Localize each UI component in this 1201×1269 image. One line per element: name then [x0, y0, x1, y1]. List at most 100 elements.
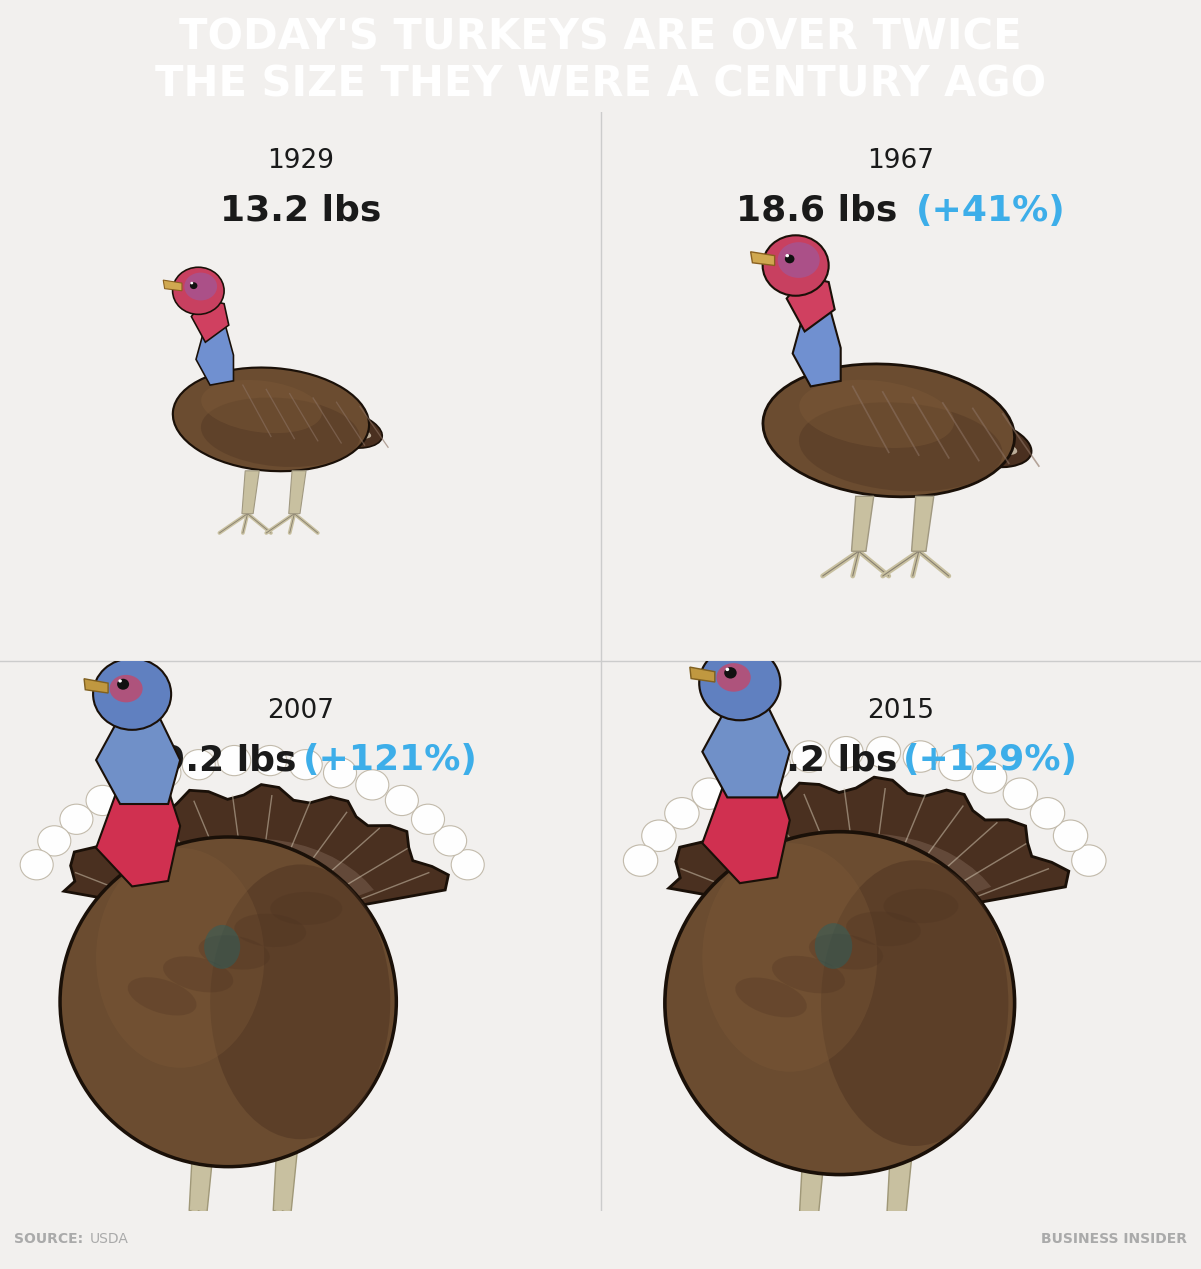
- Text: TODAY'S TURKEYS ARE OVER TWICE: TODAY'S TURKEYS ARE OVER TWICE: [179, 16, 1022, 58]
- Ellipse shape: [716, 664, 751, 692]
- Ellipse shape: [973, 761, 1006, 793]
- Polygon shape: [787, 277, 835, 331]
- Text: 1929: 1929: [267, 148, 334, 174]
- Ellipse shape: [386, 786, 418, 816]
- Ellipse shape: [1071, 845, 1106, 877]
- Circle shape: [785, 254, 789, 258]
- Ellipse shape: [86, 786, 119, 816]
- Ellipse shape: [323, 758, 357, 788]
- Text: 29.2 lbs: 29.2 lbs: [136, 744, 297, 777]
- Text: USDA: USDA: [90, 1232, 129, 1246]
- Ellipse shape: [763, 364, 1015, 497]
- Ellipse shape: [127, 977, 197, 1015]
- Ellipse shape: [234, 914, 306, 947]
- Ellipse shape: [866, 736, 901, 768]
- Text: 2015: 2015: [867, 698, 934, 723]
- Text: 2007: 2007: [267, 698, 334, 723]
- Polygon shape: [703, 763, 790, 883]
- Ellipse shape: [253, 745, 287, 775]
- Ellipse shape: [201, 379, 322, 433]
- Polygon shape: [751, 251, 775, 265]
- Polygon shape: [196, 321, 233, 385]
- Ellipse shape: [692, 778, 727, 810]
- Text: 30.2 lbs: 30.2 lbs: [736, 744, 897, 777]
- Circle shape: [763, 235, 829, 296]
- Polygon shape: [799, 1141, 826, 1221]
- Ellipse shape: [665, 831, 1015, 1175]
- Text: (+41%): (+41%): [916, 194, 1065, 227]
- Ellipse shape: [20, 850, 53, 879]
- Ellipse shape: [829, 736, 864, 768]
- Circle shape: [699, 646, 781, 721]
- Circle shape: [724, 667, 736, 679]
- Ellipse shape: [809, 934, 883, 970]
- Ellipse shape: [735, 977, 807, 1018]
- Ellipse shape: [340, 426, 371, 439]
- Ellipse shape: [723, 761, 757, 793]
- Ellipse shape: [757, 749, 790, 780]
- Ellipse shape: [148, 758, 181, 788]
- Ellipse shape: [623, 845, 658, 877]
- Ellipse shape: [1053, 820, 1088, 851]
- Circle shape: [725, 667, 729, 671]
- Ellipse shape: [412, 805, 444, 835]
- Ellipse shape: [799, 402, 1003, 491]
- Ellipse shape: [846, 911, 921, 947]
- Ellipse shape: [778, 242, 819, 278]
- Ellipse shape: [210, 864, 390, 1140]
- Circle shape: [190, 282, 197, 289]
- Ellipse shape: [198, 935, 270, 970]
- Ellipse shape: [791, 741, 826, 773]
- Polygon shape: [689, 667, 715, 681]
- Ellipse shape: [452, 850, 484, 879]
- Ellipse shape: [976, 439, 1017, 456]
- Polygon shape: [669, 777, 1069, 923]
- Circle shape: [118, 679, 123, 683]
- Polygon shape: [703, 700, 790, 797]
- Circle shape: [173, 268, 225, 315]
- Polygon shape: [64, 784, 448, 925]
- Ellipse shape: [163, 957, 233, 992]
- Polygon shape: [288, 471, 306, 514]
- Text: 1967: 1967: [867, 148, 934, 174]
- Polygon shape: [96, 711, 180, 805]
- Ellipse shape: [821, 860, 1009, 1146]
- Polygon shape: [191, 299, 228, 343]
- Ellipse shape: [60, 805, 92, 835]
- Ellipse shape: [926, 415, 1032, 467]
- Polygon shape: [852, 496, 874, 551]
- Polygon shape: [84, 679, 108, 693]
- Text: SOURCE:: SOURCE:: [14, 1232, 84, 1246]
- Text: THE SIZE THEY WERE A CENTURY AGO: THE SIZE THEY WERE A CENTURY AGO: [155, 63, 1046, 105]
- Ellipse shape: [289, 750, 322, 780]
- Ellipse shape: [664, 798, 699, 829]
- Ellipse shape: [641, 820, 676, 851]
- Ellipse shape: [201, 397, 360, 467]
- Ellipse shape: [217, 745, 251, 775]
- Polygon shape: [793, 305, 841, 386]
- Text: BUSINESS INSIDER: BUSINESS INSIDER: [1040, 1232, 1187, 1246]
- Text: (+121%): (+121%): [303, 744, 478, 777]
- Ellipse shape: [109, 675, 143, 702]
- Ellipse shape: [173, 368, 369, 471]
- Polygon shape: [739, 834, 991, 934]
- Text: 18.6 lbs: 18.6 lbs: [736, 194, 897, 227]
- Ellipse shape: [184, 273, 217, 301]
- Polygon shape: [131, 839, 374, 937]
- Polygon shape: [886, 1141, 914, 1221]
- Ellipse shape: [355, 770, 389, 799]
- Ellipse shape: [799, 379, 955, 448]
- Polygon shape: [96, 772, 180, 887]
- Ellipse shape: [903, 741, 938, 773]
- Polygon shape: [273, 1133, 299, 1211]
- Ellipse shape: [703, 843, 877, 1072]
- Ellipse shape: [884, 888, 958, 923]
- Circle shape: [191, 282, 193, 284]
- Ellipse shape: [772, 956, 846, 994]
- Ellipse shape: [115, 770, 149, 799]
- Polygon shape: [912, 496, 934, 551]
- Text: 13.2 lbs: 13.2 lbs: [220, 194, 381, 227]
- Ellipse shape: [939, 749, 973, 780]
- Polygon shape: [189, 1133, 215, 1211]
- Circle shape: [785, 255, 795, 264]
